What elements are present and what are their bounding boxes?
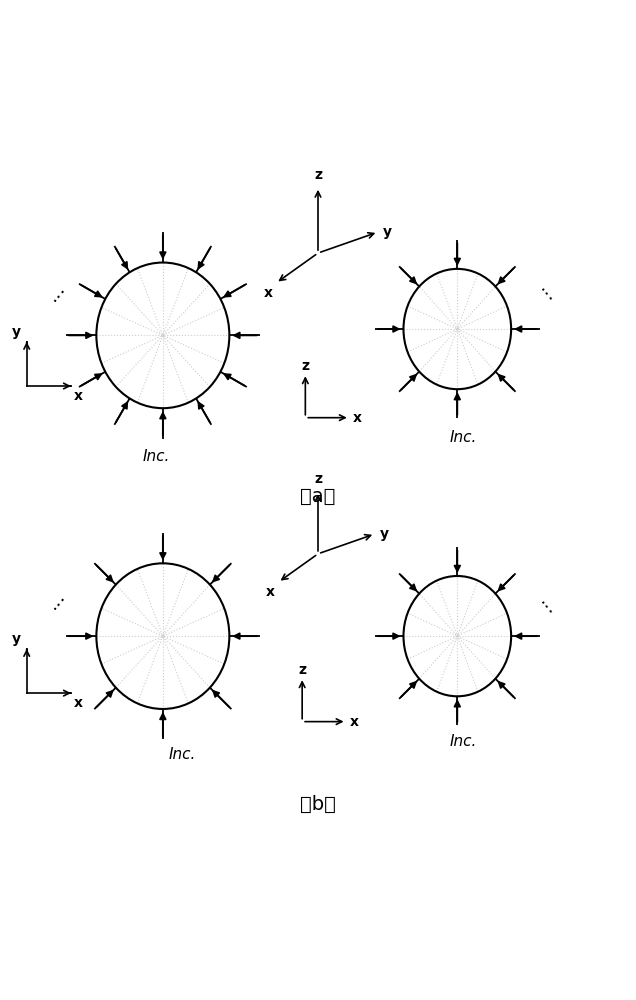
Text: ...: ... — [42, 278, 69, 305]
Text: Inc.: Inc. — [450, 734, 478, 749]
Text: z: z — [314, 472, 322, 486]
Text: z: z — [314, 168, 322, 182]
Text: z: z — [301, 359, 309, 373]
Text: y: y — [11, 325, 20, 339]
Text: Inc.: Inc. — [450, 430, 478, 445]
Text: y: y — [11, 632, 20, 646]
Text: x: x — [74, 389, 83, 403]
Text: x: x — [264, 286, 273, 300]
Text: ...: ... — [536, 280, 562, 306]
Text: y: y — [384, 225, 392, 239]
Text: ...: ... — [42, 586, 69, 613]
Text: x: x — [350, 715, 359, 729]
Text: Inc.: Inc. — [168, 747, 195, 762]
Text: ...: ... — [536, 593, 562, 619]
Text: y: y — [380, 527, 389, 541]
Text: x: x — [353, 411, 362, 425]
Text: （b）: （b） — [300, 794, 336, 813]
Text: x: x — [266, 585, 275, 599]
Text: （a）: （a） — [300, 487, 336, 506]
Text: z: z — [298, 663, 306, 677]
Text: Inc.: Inc. — [143, 449, 170, 464]
Text: x: x — [74, 696, 83, 710]
